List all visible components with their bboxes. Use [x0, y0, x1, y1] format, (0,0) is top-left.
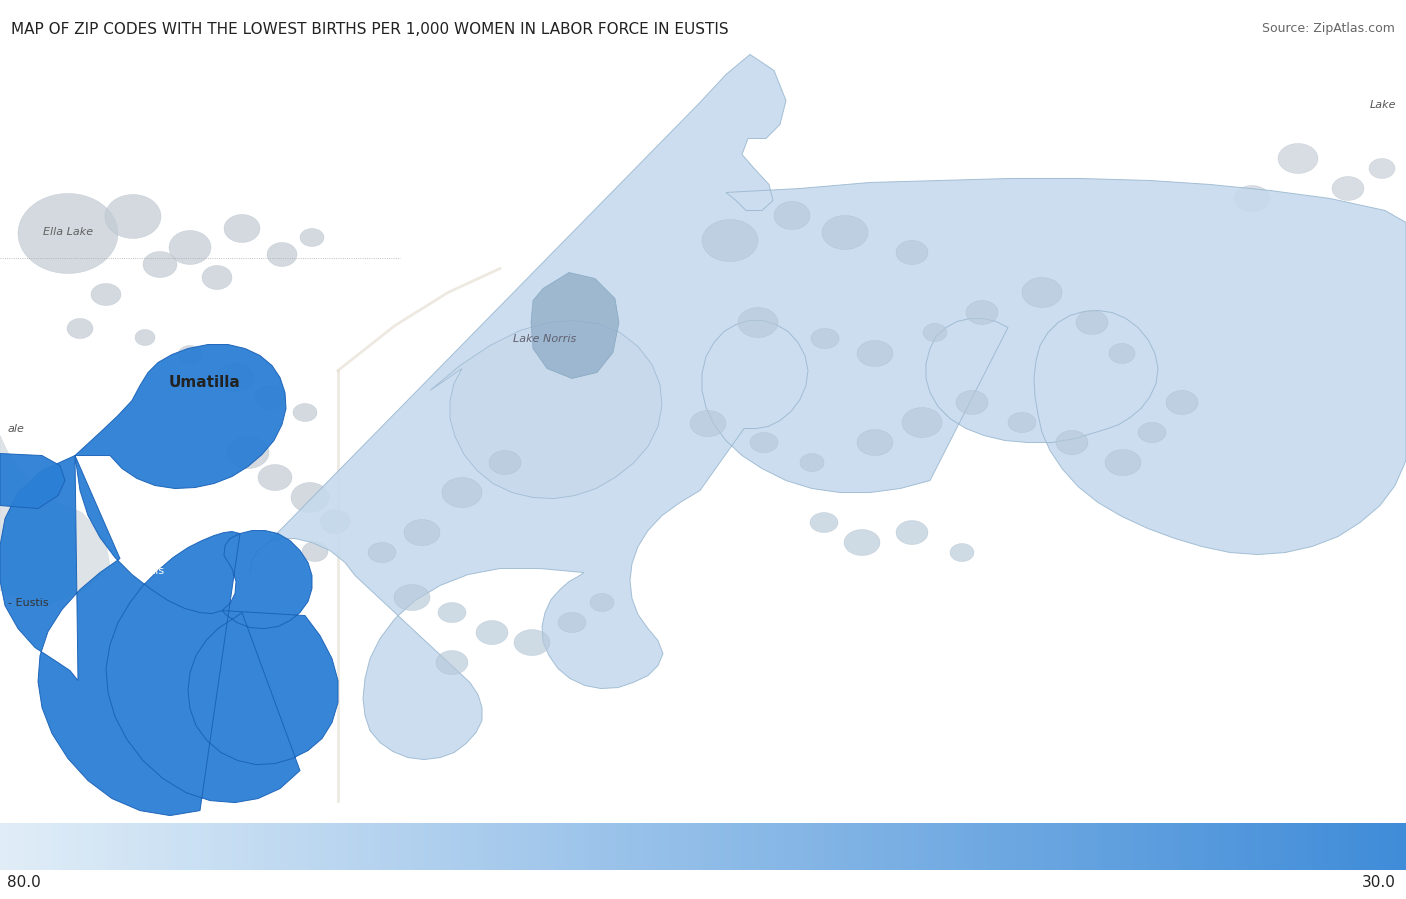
Ellipse shape	[811, 328, 839, 349]
Ellipse shape	[1008, 413, 1036, 432]
Ellipse shape	[773, 201, 810, 229]
Ellipse shape	[292, 404, 316, 422]
Ellipse shape	[558, 612, 586, 633]
Ellipse shape	[903, 407, 942, 438]
Ellipse shape	[441, 477, 482, 508]
Ellipse shape	[477, 620, 508, 645]
Ellipse shape	[105, 194, 162, 238]
Ellipse shape	[1331, 176, 1364, 200]
Ellipse shape	[321, 510, 350, 533]
Text: MAP OF ZIP CODES WITH THE LOWEST BIRTHS PER 1,000 WOMEN IN LABOR FORCE IN EUSTIS: MAP OF ZIP CODES WITH THE LOWEST BIRTHS …	[11, 22, 728, 38]
Text: Lake: Lake	[1369, 101, 1396, 111]
Ellipse shape	[858, 430, 893, 456]
Ellipse shape	[1234, 185, 1270, 211]
Ellipse shape	[1056, 431, 1088, 455]
Ellipse shape	[257, 465, 292, 491]
Ellipse shape	[896, 241, 928, 264]
Ellipse shape	[702, 219, 758, 262]
Ellipse shape	[591, 593, 614, 611]
Ellipse shape	[966, 300, 998, 325]
Ellipse shape	[394, 584, 430, 610]
Ellipse shape	[1022, 278, 1062, 307]
Text: Umatilla: Umatilla	[169, 375, 240, 390]
Polygon shape	[0, 456, 337, 815]
Ellipse shape	[217, 363, 254, 391]
Ellipse shape	[858, 341, 893, 367]
Ellipse shape	[844, 530, 880, 556]
Polygon shape	[250, 55, 1406, 760]
Ellipse shape	[896, 521, 928, 545]
Text: Eustis: Eustis	[131, 565, 165, 575]
Ellipse shape	[202, 265, 232, 289]
Ellipse shape	[956, 390, 988, 414]
Ellipse shape	[1109, 343, 1135, 363]
Ellipse shape	[67, 318, 93, 339]
Ellipse shape	[135, 330, 155, 345]
Ellipse shape	[1076, 310, 1108, 334]
Ellipse shape	[436, 651, 468, 674]
Polygon shape	[0, 435, 110, 606]
Ellipse shape	[169, 230, 211, 264]
Ellipse shape	[749, 432, 778, 452]
Ellipse shape	[489, 450, 522, 475]
Ellipse shape	[299, 228, 323, 246]
Polygon shape	[75, 344, 285, 488]
Text: Source: ZipAtlas.com: Source: ZipAtlas.com	[1261, 22, 1395, 35]
Ellipse shape	[226, 437, 269, 468]
Ellipse shape	[254, 386, 285, 410]
Ellipse shape	[224, 215, 260, 243]
Ellipse shape	[1166, 390, 1198, 414]
Text: 30.0: 30.0	[1362, 876, 1396, 890]
Text: ale: ale	[8, 423, 25, 433]
Polygon shape	[430, 321, 662, 499]
Ellipse shape	[810, 512, 838, 532]
Ellipse shape	[1278, 144, 1317, 174]
Text: 80.0: 80.0	[7, 876, 41, 890]
Ellipse shape	[1369, 158, 1395, 179]
Ellipse shape	[91, 283, 121, 306]
Ellipse shape	[267, 243, 297, 266]
Text: Ella Lake: Ella Lake	[44, 227, 93, 237]
Ellipse shape	[690, 411, 725, 437]
Ellipse shape	[302, 541, 328, 562]
Ellipse shape	[738, 307, 778, 337]
Text: - Eustis: - Eustis	[8, 598, 49, 608]
Ellipse shape	[439, 602, 465, 622]
Ellipse shape	[950, 544, 974, 562]
Ellipse shape	[143, 252, 177, 278]
Ellipse shape	[291, 483, 329, 512]
Ellipse shape	[800, 453, 824, 472]
Ellipse shape	[18, 193, 118, 273]
Ellipse shape	[404, 520, 440, 546]
Ellipse shape	[823, 216, 868, 250]
Ellipse shape	[1137, 423, 1166, 442]
Ellipse shape	[179, 345, 202, 363]
Text: Lake Norris: Lake Norris	[513, 334, 576, 343]
Ellipse shape	[368, 542, 396, 563]
Polygon shape	[0, 453, 65, 509]
Polygon shape	[531, 272, 619, 378]
Ellipse shape	[515, 629, 550, 655]
Ellipse shape	[922, 324, 948, 342]
Ellipse shape	[1105, 450, 1142, 476]
